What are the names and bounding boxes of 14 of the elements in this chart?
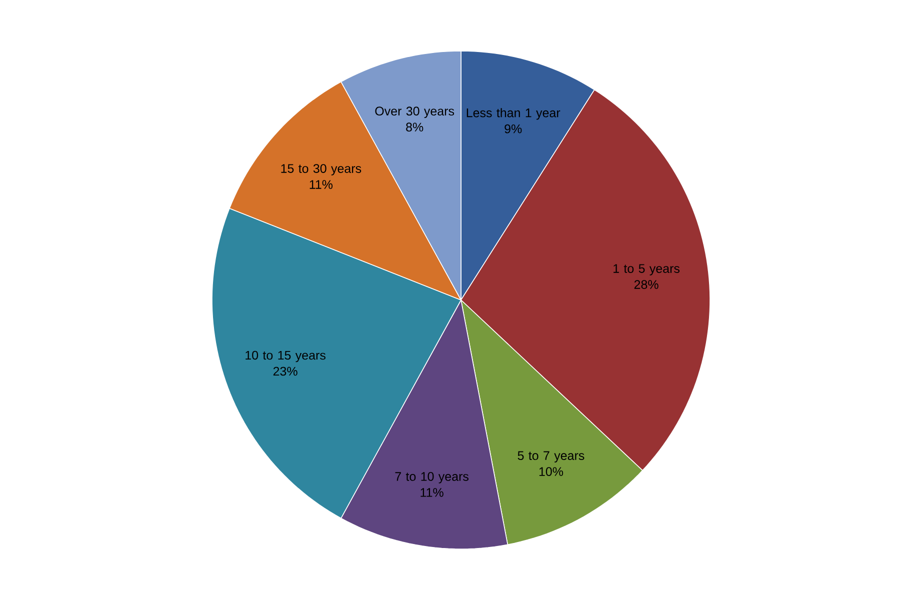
slice-label: 1 to 5 years xyxy=(614,264,680,276)
data-label: 10% xyxy=(539,467,564,476)
data-label: 9% xyxy=(504,124,522,134)
data-label: 11% xyxy=(310,180,333,189)
data-label: 8% xyxy=(406,122,424,132)
slice-label: 7 to 10 years xyxy=(395,472,468,484)
data-label: 28% xyxy=(634,280,658,289)
data-label: 23% xyxy=(273,366,298,376)
slice-label: 15 to 30 years xyxy=(281,164,362,176)
data-label: 11% xyxy=(420,488,444,497)
slice-label: Less than 1 year xyxy=(466,108,560,120)
slice-label: 5 to 7 years xyxy=(518,451,584,462)
slice-label: Over 30 years xyxy=(375,106,454,118)
slice-label: 10 to 15 years xyxy=(246,350,326,362)
